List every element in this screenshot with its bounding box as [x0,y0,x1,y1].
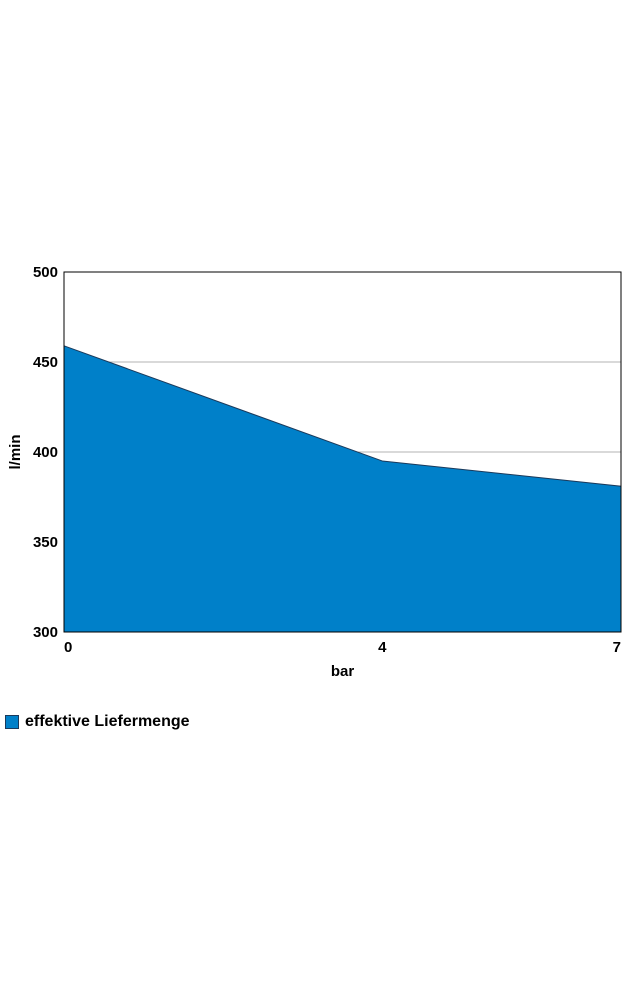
legend-label: effektive Liefermenge [25,713,190,730]
legend-swatch [5,715,19,729]
x-tick-label: 0 [64,639,72,656]
y-tick-labels: 500 450 400 350 300 [33,264,58,641]
area-series-effektive-liefermenge [63,345,622,633]
y-tick-label: 500 [33,264,58,281]
y-tick-label: 450 [33,354,58,371]
x-tick-label: 7 [613,639,621,656]
plot-frame [63,271,622,633]
y-tick-label: 400 [33,444,58,461]
y-tick-label: 350 [33,534,58,551]
x-axis-label: bar [331,663,355,680]
y-axis-label: l/min [7,434,24,469]
x-tick-labels: 0 4 7 [64,639,621,656]
x-tick-label: 4 [378,639,387,656]
legend: effektive Liefermenge [5,713,190,731]
y-tick-label: 300 [33,624,58,641]
area-chart: 500 450 400 350 300 0 4 7 bar l/min [7,264,622,680]
